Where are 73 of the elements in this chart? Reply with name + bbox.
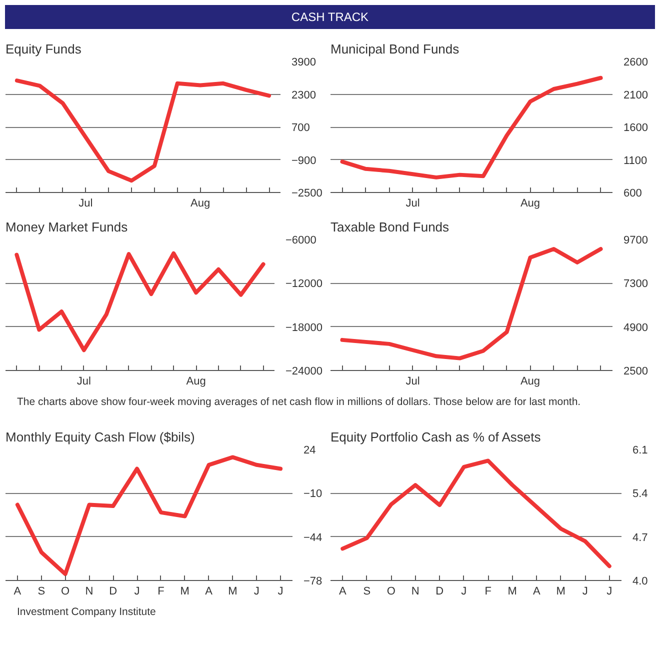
line-series <box>340 246 603 360</box>
y-tick-label: 4900 <box>624 322 648 334</box>
x-tick-label: N <box>411 586 420 598</box>
line-series <box>340 76 603 180</box>
x-tick-label: Aug <box>520 376 540 388</box>
line-series <box>340 458 612 568</box>
chart-title: Municipal Bond Funds <box>330 42 460 56</box>
x-tick-label: A <box>532 586 541 598</box>
y-tick-label: −24000 <box>286 366 323 378</box>
x-tick-label: S <box>38 586 46 598</box>
x-tick-label: Jul <box>406 198 420 210</box>
text: Investment Company Institute <box>17 605 156 620</box>
x-tick-label: F <box>158 586 165 598</box>
y-tick-label: 700 <box>292 122 310 134</box>
x-tick-label: Jul <box>76 376 91 388</box>
y-tick-label: 2300 <box>292 89 316 102</box>
line-series <box>14 251 266 352</box>
x-tick-label: J <box>461 586 467 598</box>
y-tick-label: 2500 <box>624 366 648 378</box>
x-tick-label: N <box>85 586 94 598</box>
y-tick-label: 5.4 <box>632 488 648 500</box>
chart-title: Equity Funds <box>6 42 82 56</box>
y-tick-label: 3900 <box>292 56 316 68</box>
x-tick-label: O <box>61 586 70 598</box>
y-tick-label: −10 <box>304 488 322 500</box>
x-tick-label: M <box>228 586 238 598</box>
y-tick-label: 24 <box>304 444 316 456</box>
y-tick-label: 600 <box>624 188 642 200</box>
x-tick-label: D <box>109 586 118 598</box>
y-tick-label: 4.7 <box>632 532 648 544</box>
x-tick-label: A <box>205 586 214 598</box>
y-tick-label: −6000 <box>286 234 316 246</box>
y-tick-label: −900 <box>292 154 316 167</box>
y-tick-label: 1600 <box>624 122 648 134</box>
x-tick-label: Jul <box>406 376 420 388</box>
y-tick-label: 4.0 <box>632 576 648 588</box>
x-tick-label: O <box>386 586 396 598</box>
y-tick-label: 2600 <box>624 56 648 68</box>
y-tick-label: −78 <box>304 576 322 588</box>
x-tick-label: Aug <box>520 198 540 210</box>
chart-title: Monthly Equity Cash Flow ($bils) <box>6 430 195 444</box>
x-tick-label: J <box>134 586 140 598</box>
y-tick-label: 2100 <box>624 89 648 102</box>
line-series <box>14 78 272 183</box>
y-tick-label: 9700 <box>624 234 648 246</box>
x-tick-label: A <box>14 586 22 598</box>
y-tick-label: −44 <box>304 532 322 544</box>
chart-title: Taxable Bond Funds <box>330 220 450 234</box>
x-tick-label: Aug <box>186 376 206 388</box>
x-tick-label: M <box>556 586 566 598</box>
x-tick-label: F <box>484 586 492 598</box>
y-tick-label: −18000 <box>286 322 323 334</box>
x-tick-label: J <box>278 586 284 598</box>
line-series <box>15 455 283 576</box>
text: The charts above show four-week moving averages of net cash flow in millions of dollars. Those below are for last month. <box>17 395 581 410</box>
y-tick-label: 7300 <box>624 278 648 290</box>
x-tick-label: Jul <box>78 198 93 210</box>
y-tick-label: −12000 <box>286 278 323 290</box>
x-tick-label: S <box>363 586 371 598</box>
text: CASH TRACK <box>291 9 369 26</box>
x-tick-label: Aug <box>190 198 210 210</box>
x-tick-label: A <box>338 586 347 598</box>
y-tick-label: 6.1 <box>632 444 648 456</box>
x-tick-label: M <box>508 586 517 598</box>
chart-title: Money Market Funds <box>6 220 128 234</box>
x-tick-label: J <box>254 586 260 598</box>
y-tick-label: −2500 <box>292 188 322 200</box>
x-tick-label: J <box>582 586 588 598</box>
y-tick-label: 1100 <box>624 154 648 167</box>
chart-title: Equity Portfolio Cash as % of Assets <box>330 430 542 444</box>
x-tick-label: D <box>436 586 444 598</box>
x-tick-label: J <box>606 586 612 598</box>
x-tick-label: M <box>180 586 190 598</box>
